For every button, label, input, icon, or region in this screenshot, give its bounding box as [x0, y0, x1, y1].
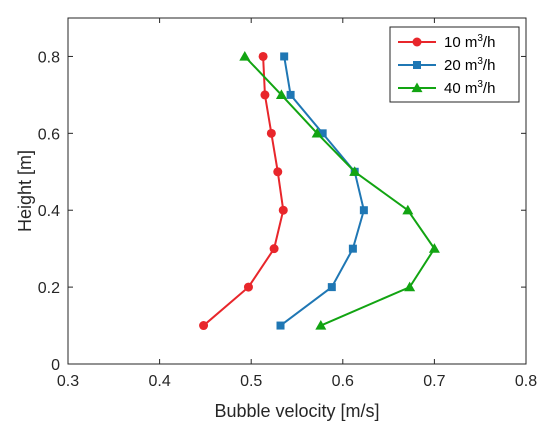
legend-label-unit: /h [483, 80, 496, 97]
series-line [279, 56, 365, 327]
data-point [286, 90, 295, 99]
data-point [359, 206, 368, 215]
x-tick-label: 0.5 [240, 373, 262, 390]
x-tick-label: 0.8 [515, 373, 537, 390]
legend-label-base: 20 m [444, 57, 477, 74]
data-point [349, 166, 361, 176]
legend: 10 m3/h20 m3/h40 m3/h [389, 26, 520, 103]
x-tick-label: 0.7 [423, 373, 445, 390]
x-tick-label: 0.6 [332, 373, 354, 390]
data-point [327, 283, 336, 292]
data-point [266, 128, 276, 138]
x-tick-label: 0.4 [148, 373, 170, 390]
legend-marker [411, 82, 423, 93]
y-tick-label: 0.8 [38, 49, 60, 66]
legend-label-base: 40 m [444, 80, 477, 97]
legend-label-sup: 3 [477, 56, 483, 67]
series-line [202, 56, 285, 327]
legend-item: 10 m3/h [398, 33, 495, 51]
y-tick-label: 0.2 [38, 280, 60, 297]
legend-label: 10 m3/h [444, 33, 495, 51]
data-point [273, 167, 283, 177]
series-line [244, 55, 436, 327]
data-point [276, 321, 285, 330]
series-1 [199, 51, 288, 331]
legend-marker [412, 37, 422, 47]
data-point [260, 90, 270, 100]
x-tick-label: 0.3 [57, 373, 79, 390]
y-tick-label: 0.6 [38, 126, 60, 143]
data-point [278, 205, 288, 215]
x-axis-label: Bubble velocity [m/s] [214, 401, 379, 421]
data-point [243, 282, 253, 292]
legend-label: 40 m3/h [444, 79, 495, 97]
legend-label-unit: /h [483, 34, 496, 51]
legend-label-unit: /h [483, 57, 496, 74]
data-point [269, 244, 279, 254]
series-layer [199, 50, 440, 331]
data-point [402, 204, 414, 215]
legend-marker [413, 61, 421, 69]
data-point [428, 243, 440, 253]
plot-frame [67, 17, 527, 365]
legend-label-sup: 3 [477, 79, 483, 90]
ticks-layer: 0.3 0.4 0.5 0.6 0.7 0.8 0 0.2 0.4 0.6 0.8 [38, 18, 537, 390]
data-point [199, 321, 209, 331]
legend-item: 40 m3/h [398, 79, 495, 97]
legend-label: 20 m3/h [444, 56, 495, 74]
data-point [258, 51, 268, 61]
data-point [348, 244, 357, 253]
y-axis-label: Height [m] [15, 150, 35, 232]
series-3 [239, 50, 440, 330]
data-point [311, 127, 323, 138]
legend-label-sup: 3 [477, 33, 483, 44]
legend-label-base: 10 m [444, 34, 477, 51]
legend-item: 20 m3/h [398, 56, 495, 74]
data-point [318, 129, 327, 138]
data-point [239, 50, 251, 61]
data-point [280, 52, 289, 61]
data-point [315, 320, 327, 330]
y-tick-label: 0.4 [38, 203, 60, 220]
data-point [275, 89, 287, 100]
data-point [404, 281, 416, 292]
y-tick-label: 0 [51, 357, 60, 374]
